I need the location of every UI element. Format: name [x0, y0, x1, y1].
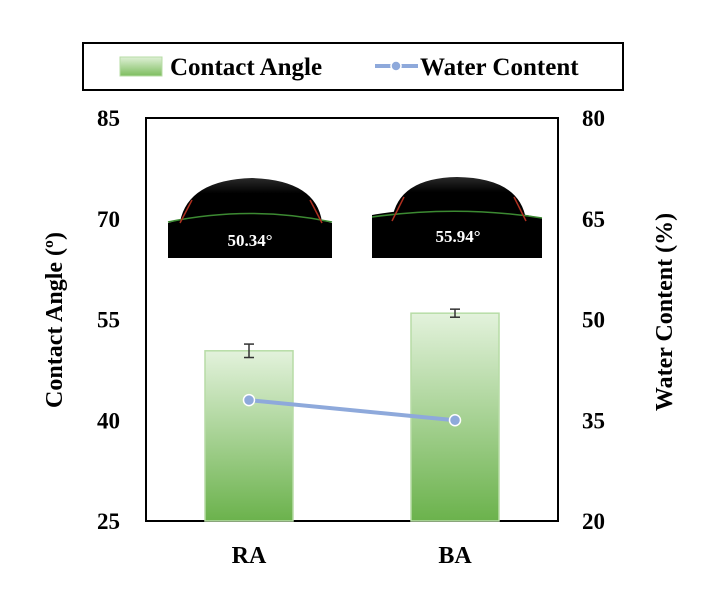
x-tick-label: BA [438, 543, 472, 569]
droplet-image-ra: 50.34° [167, 178, 333, 258]
droplet-backdrop-ba [372, 208, 542, 258]
water-content-line [248, 398, 456, 423]
droplet-tangent-left-ra [179, 199, 193, 224]
y-axis-title: Contact Angle (º) [42, 232, 68, 408]
droplet-shape-ra [180, 178, 322, 222]
legend-swatch-bar [119, 56, 163, 77]
error-bars [244, 308, 460, 359]
line-series [242, 393, 462, 427]
droplet-angle-label-ra: 50.34° [227, 231, 272, 250]
y-tick-label: 25 [97, 509, 120, 534]
droplet-tangent-left-ba [391, 196, 405, 222]
error-bar-ba [450, 308, 460, 318]
water-content-point-ba [448, 414, 462, 427]
y2-tick-label: 65 [582, 207, 605, 232]
droplet-tangent-right-ba [513, 196, 527, 222]
error-bar-ra [244, 343, 254, 359]
x-axis-ticks: RA BA [232, 543, 473, 569]
legend-swatch-marker [390, 60, 402, 72]
water-content-point-ra [242, 393, 256, 407]
y2-tick-label: 20 [582, 509, 605, 534]
y-tick-label: 55 [97, 308, 120, 333]
legend-label-water-content: Water Content [420, 54, 579, 81]
y-tick-label: 70 [97, 207, 120, 232]
legend-box [82, 42, 624, 91]
legend-label-contact-angle: Contact Angle [170, 54, 322, 81]
y2-axis-ticks: 80 65 50 35 20 [582, 106, 605, 534]
y2-tick-label: 35 [582, 408, 605, 433]
y-tick-label: 85 [97, 106, 120, 131]
y2-axis-title: Water Content (%) [652, 213, 678, 411]
droplet-baseline-ra [167, 212, 333, 223]
y-tick-label: 40 [97, 408, 120, 433]
droplet-baseline-ba [371, 210, 543, 219]
droplet-angle-label-ba: 55.94° [435, 227, 480, 246]
y-axis-ticks: 85 70 55 40 25 [97, 106, 120, 534]
droplet-image-ba: 55.94° [371, 177, 543, 258]
x-tick-label: RA [232, 543, 267, 569]
droplet-tangent-right-ra [309, 199, 323, 224]
y2-tick-label: 80 [582, 106, 605, 131]
droplet-shape-ba [392, 177, 526, 220]
bar-ra [204, 350, 294, 522]
droplet-backdrop-ra [168, 211, 332, 258]
legend: Contact Angle Water Content [82, 42, 624, 91]
y2-tick-label: 50 [582, 308, 605, 333]
